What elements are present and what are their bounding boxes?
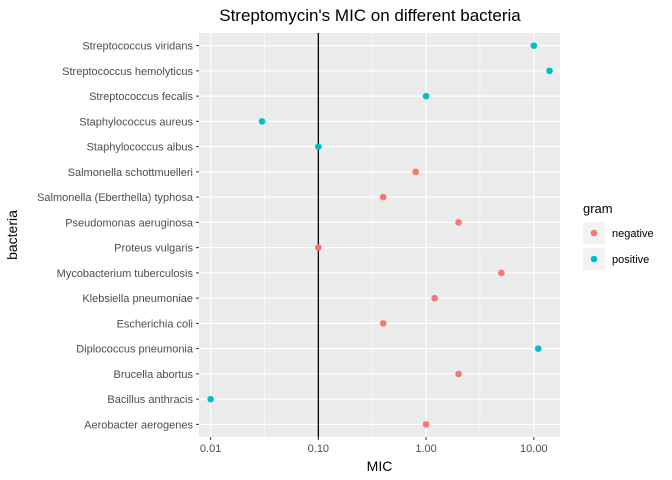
- y-tick-label: Streptococcus fecalis: [89, 91, 193, 103]
- data-point-positive: [315, 143, 322, 150]
- y-tick-label: Brucella abortus: [114, 369, 194, 381]
- y-tick-label: Bacillus anthracis: [107, 394, 193, 406]
- y-tick-label: Streptococcus viridans: [82, 41, 193, 53]
- data-point-positive: [530, 42, 538, 49]
- y-tick-label: Streptococcus hemolyticus: [62, 66, 193, 78]
- data-point-negative: [431, 294, 438, 302]
- data-point-positive: [546, 67, 553, 75]
- x-tick-labels: 0.01 0.10 1.00 10.00: [200, 437, 548, 455]
- data-point-negative: [315, 244, 322, 251]
- legend-swatch-positive: [590, 255, 598, 263]
- data-point-positive: [534, 345, 542, 352]
- data-point-negative: [379, 320, 387, 327]
- data-point-negative: [498, 269, 505, 277]
- data-point-negative: [455, 219, 462, 226]
- data-point-positive: [207, 395, 214, 403]
- y-axis-title: bacteria: [4, 210, 20, 260]
- y-tick-label: Staphylococcus albus: [87, 142, 194, 154]
- x-tick-label: 0.10: [308, 443, 329, 455]
- y-tick-labels: Aerobacter aerogenes Bacillus anthracis Br…: [37, 41, 199, 431]
- y-tick-label: Klebsiella pneumoniae: [82, 293, 193, 305]
- y-tick-label: Mycobacterium tuberculosis: [57, 268, 194, 280]
- legend: gram negative positive: [583, 201, 654, 270]
- data-point-positive: [258, 118, 266, 125]
- legend-swatch-negative: [590, 229, 598, 237]
- data-point-negative: [412, 168, 419, 176]
- legend-items: negative positive: [583, 222, 654, 270]
- chart-title: Streptomycin's MIC on different bacteria: [219, 6, 521, 25]
- y-tick-label: Pseudomonas aeruginosa: [65, 217, 194, 229]
- x-tick-label: 0.01: [200, 443, 221, 455]
- y-tick-label: Proteus vulgaris: [114, 243, 193, 255]
- y-tick-label: Salmonella (Eberthella) typhosa: [37, 192, 194, 204]
- data-point-negative: [422, 421, 430, 428]
- data-point-negative: [455, 370, 462, 378]
- data-points: [207, 42, 553, 428]
- legend-title: gram: [583, 201, 613, 216]
- x-tick-label: 1.00: [415, 443, 436, 455]
- x-tick-label: 10.00: [520, 443, 548, 455]
- data-point-negative: [379, 193, 387, 201]
- legend-label-positive: positive: [612, 254, 649, 266]
- data-point-positive: [422, 92, 430, 100]
- y-tick-label: Staphylococcus aureus: [79, 116, 193, 128]
- y-tick-label: Escherichia coli: [117, 318, 193, 330]
- x-axis-title: MIC: [367, 458, 393, 474]
- y-tick-label: Aerobacter aerogenes: [84, 419, 193, 431]
- y-tick-label: Salmonella schottmuelleri: [68, 167, 193, 179]
- legend-label-negative: negative: [612, 228, 654, 240]
- plot-panel: [199, 33, 560, 437]
- y-tick-label: Diplococcus pneumonia: [76, 344, 194, 356]
